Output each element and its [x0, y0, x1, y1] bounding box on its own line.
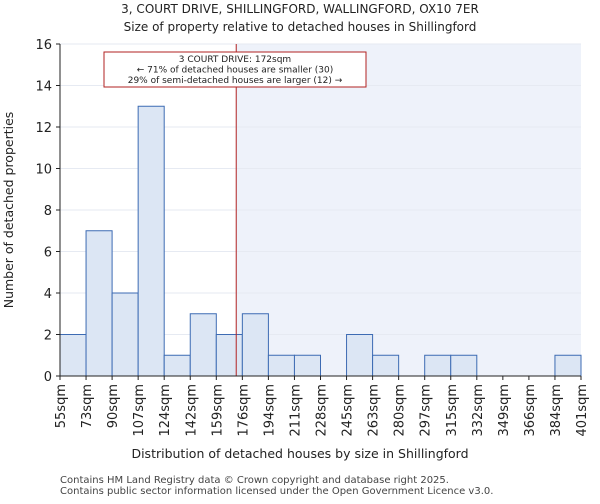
x-tick-label-349sqm: 349sqm: [497, 384, 512, 437]
footer-line-2: Contains public sector information licen…: [60, 486, 493, 497]
footer-line-1: Contains HM Land Registry data © Crown c…: [60, 475, 449, 486]
x-tick-label-297sqm: 297sqm: [419, 384, 434, 437]
annotation-line-2: ← 71% of detached houses are smaller (30…: [137, 66, 334, 76]
bar-159sqm: [215, 334, 243, 377]
annotation-line-1: 3 COURT DRIVE: 172sqm: [179, 55, 291, 65]
x-tick-label-366sqm: 366sqm: [523, 384, 538, 437]
y-tick-label-8: 8: [44, 204, 52, 219]
bar-142sqm: [189, 313, 217, 377]
x-tick-label-228sqm: 228sqm: [315, 384, 330, 437]
y-tick-label-16: 16: [35, 38, 52, 53]
y-tick-label-2: 2: [44, 329, 52, 344]
bar-315sqm: [450, 354, 478, 377]
x-tick-label-384sqm: 384sqm: [549, 384, 564, 437]
x-tick-label-194sqm: 194sqm: [262, 384, 277, 437]
plot-area: 0 2 4 6 8 10 12 14 16 55sqm 73sqm 90sqm 107sqm 124sqm…: [35, 38, 590, 437]
bar-124sqm: [163, 354, 191, 377]
x-tick-label-245sqm: 245sqm: [341, 384, 356, 437]
x-tick-label-142sqm: 142sqm: [184, 384, 199, 437]
bar-297sqm: [424, 354, 452, 377]
bar-73sqm: [85, 230, 113, 377]
y-tick-label-14: 14: [35, 80, 52, 95]
annotation-box: [103, 51, 367, 88]
x-tick-label-176sqm: 176sqm: [236, 384, 251, 437]
x-tick-label-211sqm: 211sqm: [288, 384, 303, 437]
chart-subtitle: Size of property relative to detached ho…: [124, 20, 477, 34]
x-tick-label-315sqm: 315sqm: [445, 384, 460, 437]
x-tick-label-263sqm: 263sqm: [367, 384, 382, 437]
x-tick-label-332sqm: 332sqm: [471, 384, 486, 437]
x-tick-label-90sqm: 90sqm: [106, 384, 121, 428]
y-tick-label-10: 10: [35, 163, 52, 178]
y-axis-label: Number of detached properties: [1, 112, 16, 309]
bar-90sqm: [111, 292, 139, 377]
x-tick-label-55sqm: 55sqm: [54, 384, 69, 428]
x-tick-label-280sqm: 280sqm: [393, 384, 408, 437]
bar-211sqm: [293, 354, 322, 377]
bar-107sqm: [137, 105, 165, 377]
bar-194sqm: [267, 354, 295, 377]
y-tick-label-4: 4: [44, 287, 52, 302]
bar-55sqm: [59, 334, 87, 377]
bar-263sqm: [372, 354, 400, 377]
y-tick-label-0: 0: [44, 370, 52, 385]
x-tick-label-159sqm: 159sqm: [210, 384, 225, 437]
bar-245sqm: [346, 334, 374, 377]
chart-title: 3, COURT DRIVE, SHILLINGFORD, WALLINGFOR…: [121, 2, 479, 16]
y-tick-label-6: 6: [44, 246, 52, 261]
bar-384sqm: [554, 354, 582, 377]
x-tick-label-401sqm: 401sqm: [575, 384, 590, 437]
bar-176sqm: [241, 313, 269, 377]
annotation-line-3: 29% of semi-detached houses are larger (…: [128, 76, 343, 86]
x-tick-label-107sqm: 107sqm: [132, 384, 147, 437]
x-tick-label-73sqm: 73sqm: [80, 384, 95, 428]
x-tick-label-124sqm: 124sqm: [158, 384, 173, 437]
y-tick-label-12: 12: [35, 121, 52, 136]
x-axis-label: Distribution of detached houses by size …: [131, 446, 468, 461]
